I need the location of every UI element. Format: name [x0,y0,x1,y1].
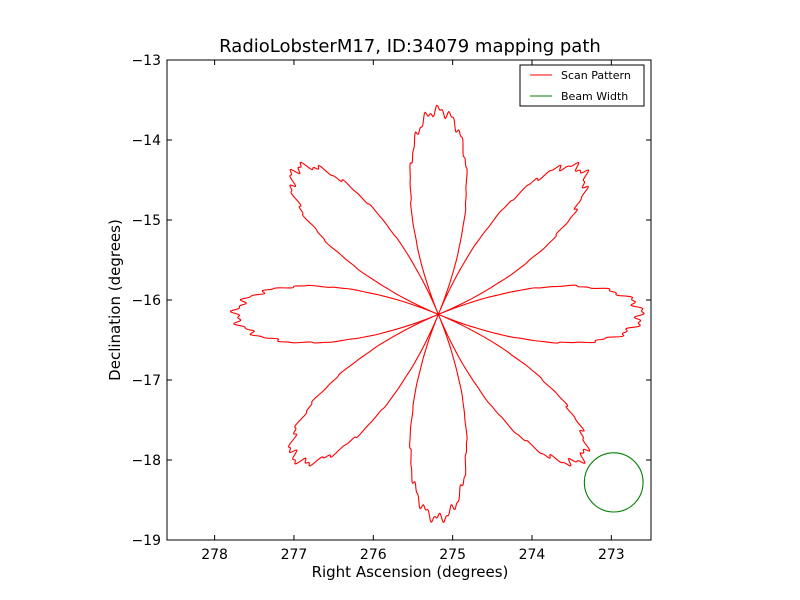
scan-pattern-path [230,104,645,523]
series-layer [230,104,645,523]
x-axis-label: Right Ascension (degrees) [312,563,509,581]
legend-box [519,64,645,107]
legend: Scan Pattern Beam Width [519,64,645,107]
plot-area [166,59,652,541]
y-tick-label: −14 [131,133,161,149]
y-tick-label: −17 [131,373,161,389]
legend-label-scan-pattern: Scan Pattern [561,69,631,82]
x-tick-label: 275 [439,547,466,563]
y-tick-label: −16 [131,293,161,309]
y-axis: −13 −14 −15 −16 −17 −18 −19 [131,53,651,549]
chart-title: RadioLobsterM17, ID:34079 mapping path [219,36,601,57]
x-tick-label: 278 [201,547,228,563]
x-tick-label: 276 [360,547,387,563]
legend-label-beam-width: Beam Width [561,90,628,103]
y-tick-label: −15 [131,213,161,229]
y-tick-label: −19 [131,533,161,549]
y-tick-label: −13 [131,53,161,69]
x-tick-label: 274 [519,547,546,563]
x-axis: 278 277 276 275 274 273 [201,60,625,563]
y-axis-label: Declination (degrees) [106,219,124,381]
x-tick-label: 277 [281,547,308,563]
x-tick-label: 273 [598,547,625,563]
y-tick-label: −18 [131,453,161,469]
beam-width-circle [583,452,644,513]
